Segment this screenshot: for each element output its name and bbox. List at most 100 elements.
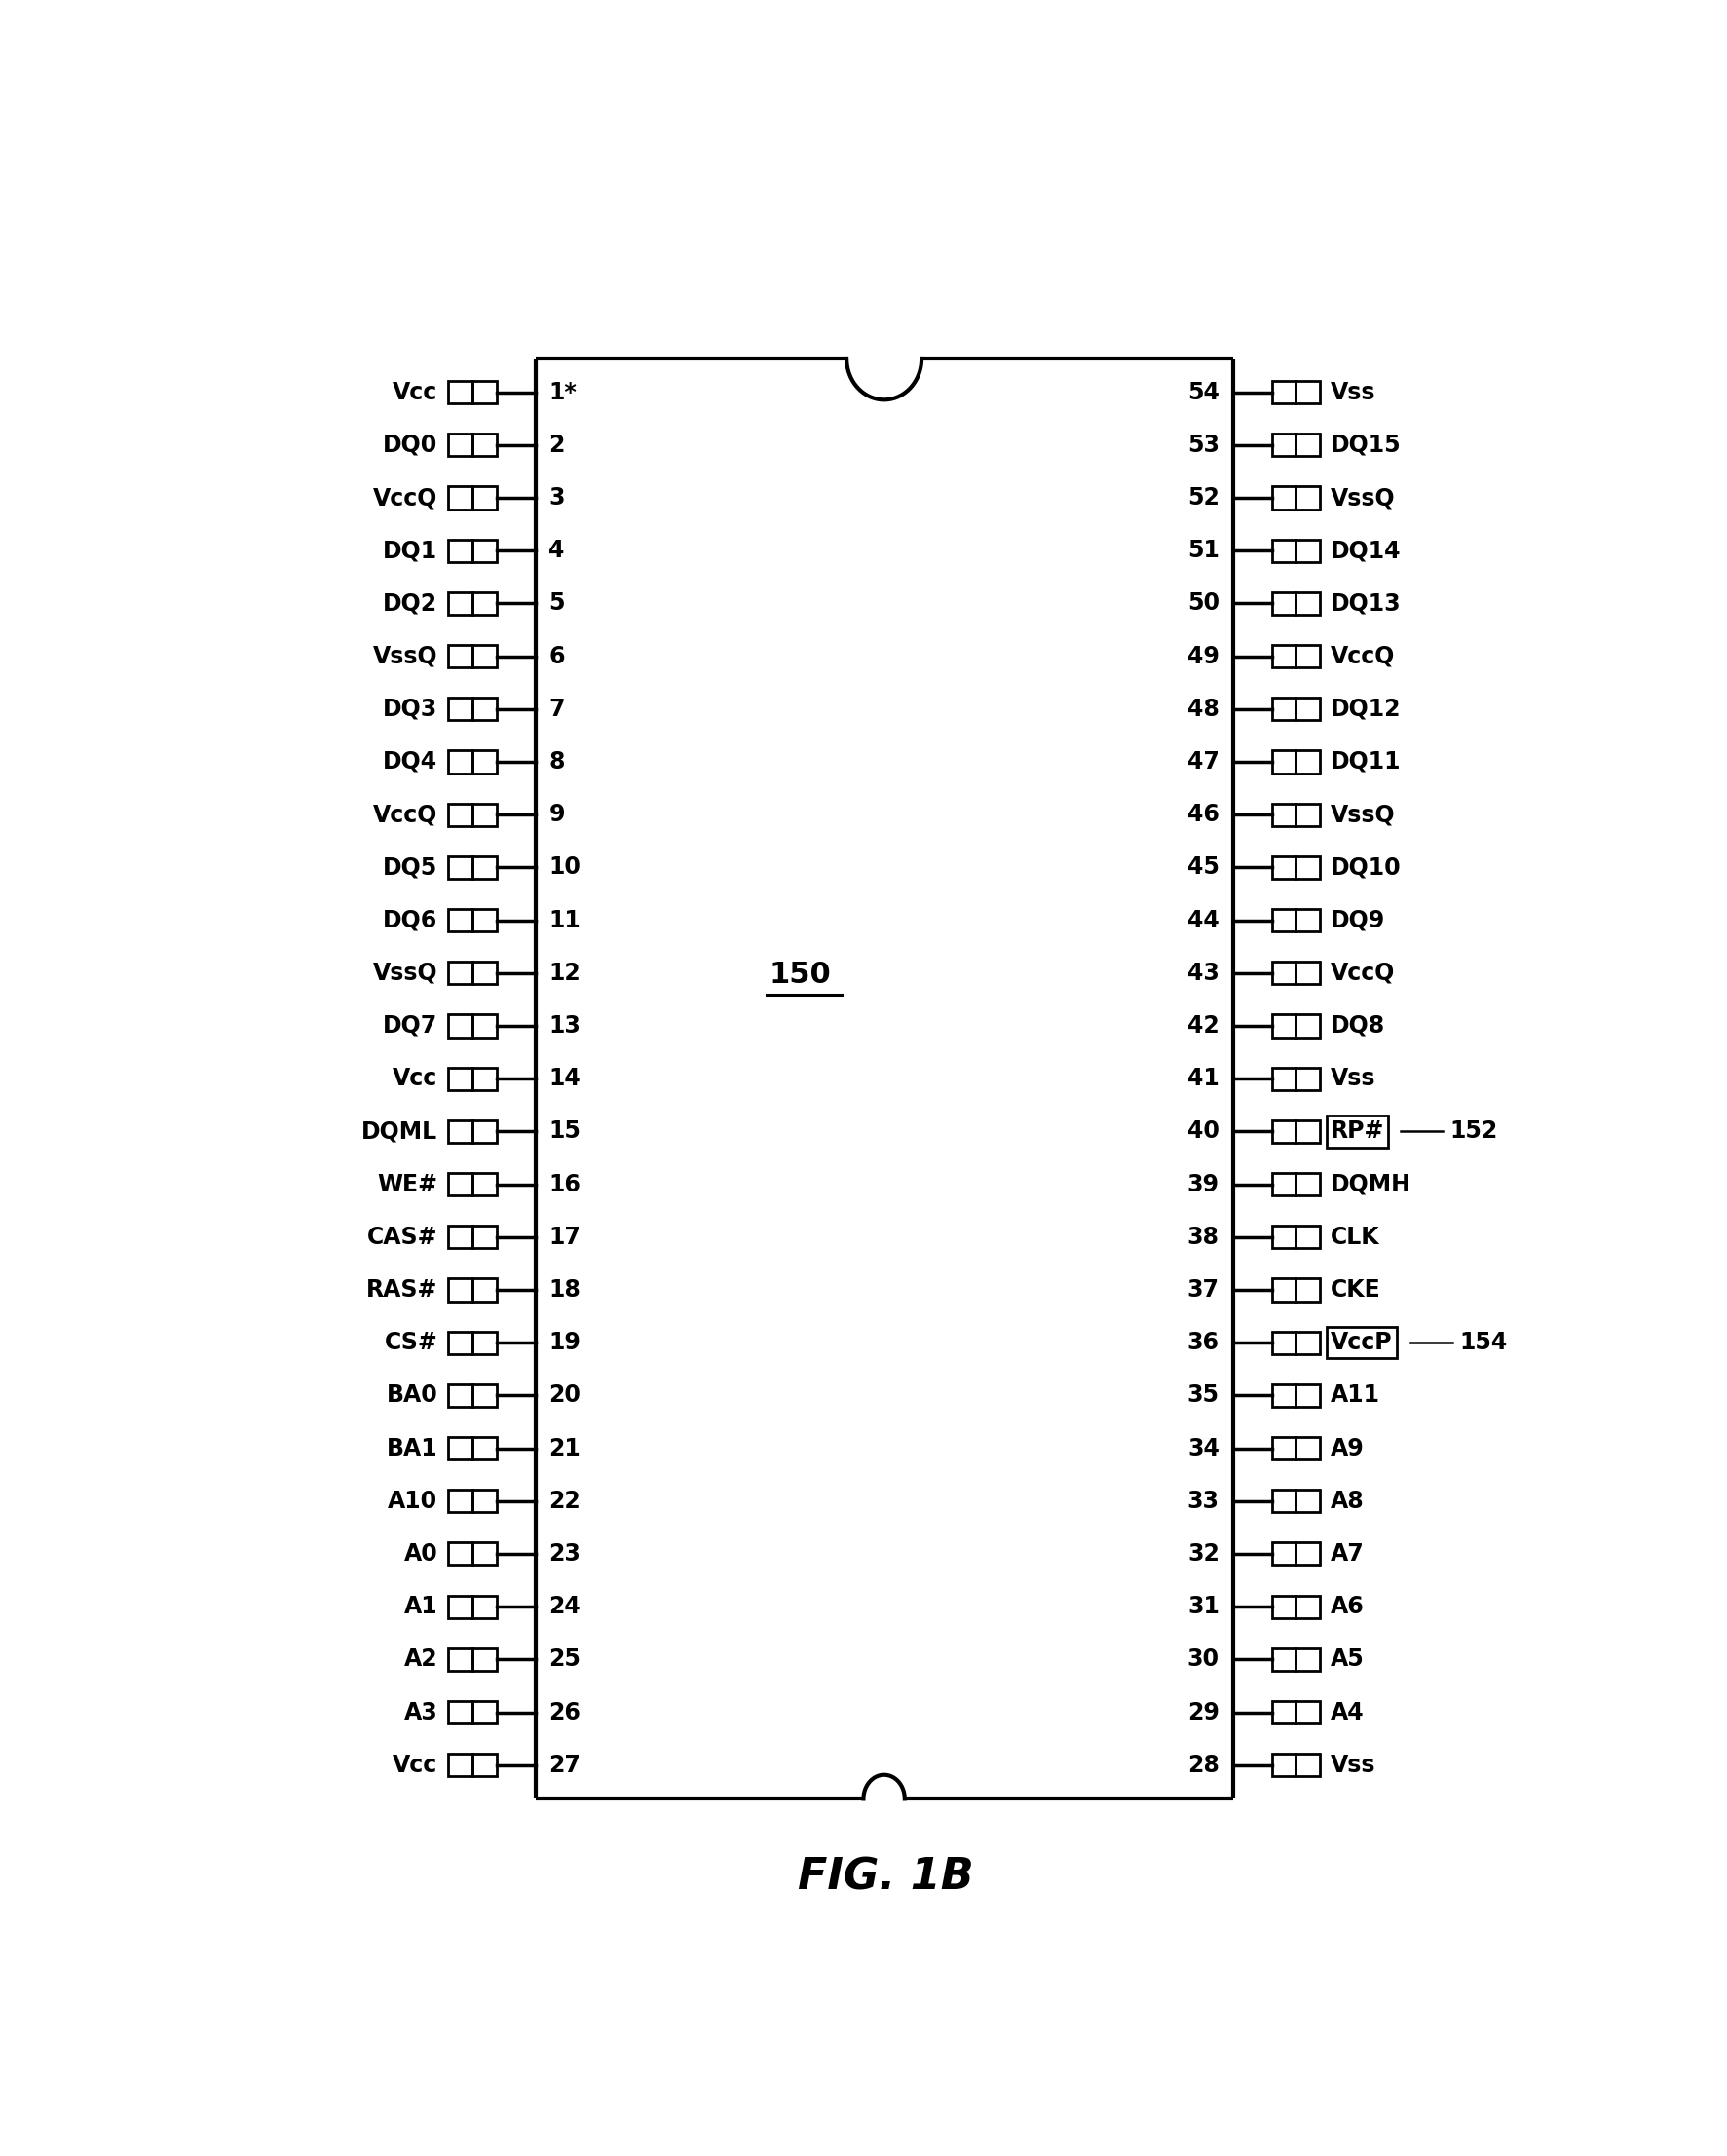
Text: DQ10: DQ10 [1330,856,1401,880]
Bar [1295,539,1319,563]
Text: DQ9: DQ9 [1330,908,1385,931]
Text: DQ0: DQ0 [383,433,437,457]
Bar [471,962,496,985]
Bar [1271,539,1295,563]
Bar [1271,1647,1295,1671]
Bar [1271,910,1295,931]
Text: 36: 36 [1186,1330,1219,1354]
Text: 37: 37 [1186,1279,1219,1302]
Text: VssQ: VssQ [373,962,437,985]
Text: 22: 22 [549,1490,580,1514]
Bar [1271,962,1295,985]
Text: 50: 50 [1186,591,1219,614]
Bar [447,1542,471,1565]
Text: 18: 18 [549,1279,580,1302]
Bar [471,382,496,403]
Bar [447,1647,471,1671]
Bar [1271,1595,1295,1617]
Bar [447,1067,471,1091]
Bar [1295,487,1319,509]
Text: 33: 33 [1186,1490,1219,1514]
Bar [471,1227,496,1248]
Text: A5: A5 [1330,1647,1363,1671]
Bar [471,804,496,826]
Text: DQ15: DQ15 [1330,433,1401,457]
Text: 39: 39 [1186,1173,1219,1197]
Bar [471,856,496,880]
Bar [447,1121,471,1143]
Text: 29: 29 [1186,1701,1219,1725]
Bar [1271,1015,1295,1037]
Bar [447,1701,471,1723]
Text: Vss: Vss [1330,382,1375,403]
Text: CS#: CS# [385,1330,437,1354]
Bar [447,804,471,826]
Text: A2: A2 [404,1647,437,1671]
Text: 11: 11 [549,908,580,931]
Text: 26: 26 [549,1701,580,1725]
Text: 2: 2 [549,433,565,457]
Bar [447,1173,471,1197]
Text: CLK: CLK [1330,1225,1378,1248]
Text: A3: A3 [404,1701,437,1725]
Bar [471,1701,496,1723]
Text: BA1: BA1 [387,1436,437,1460]
Bar [447,1753,471,1777]
Bar [471,645,496,668]
Bar [1271,382,1295,403]
Bar [1295,1647,1319,1671]
Text: VssQ: VssQ [1330,485,1394,509]
Text: 28: 28 [1186,1753,1219,1777]
Text: 43: 43 [1186,962,1219,985]
Bar [1271,856,1295,880]
Bar [1295,1121,1319,1143]
Bar [1295,645,1319,668]
Bar [471,433,496,457]
Text: Vcc: Vcc [392,382,437,403]
Text: Vss: Vss [1330,1753,1375,1777]
Bar [447,433,471,457]
Text: DQ13: DQ13 [1330,591,1401,614]
Text: DQMH: DQMH [1330,1173,1411,1197]
Bar [1295,962,1319,985]
Text: DQ3: DQ3 [383,696,437,720]
Text: A0: A0 [404,1542,437,1565]
Text: 35: 35 [1186,1384,1219,1408]
Text: 19: 19 [549,1330,580,1354]
Bar [447,1279,471,1300]
Bar [471,1173,496,1197]
Text: RAS#: RAS# [366,1279,437,1302]
Text: 4: 4 [549,539,565,563]
Text: 152: 152 [1449,1119,1497,1143]
Text: 45: 45 [1186,856,1219,880]
Text: DQ4: DQ4 [383,750,437,774]
Text: VssQ: VssQ [1330,802,1394,826]
Text: WE#: WE# [376,1173,437,1197]
Bar [447,645,471,668]
Bar [1271,1227,1295,1248]
Bar [447,856,471,880]
Bar [1271,1438,1295,1460]
Text: 24: 24 [549,1595,580,1619]
Text: DQ1: DQ1 [383,539,437,563]
Text: 52: 52 [1186,485,1219,509]
Text: 8: 8 [549,750,565,774]
Bar [1271,750,1295,774]
Bar [471,539,496,563]
Bar [471,487,496,509]
Text: 48: 48 [1186,696,1219,720]
Bar [1295,1438,1319,1460]
Text: DQ14: DQ14 [1330,539,1401,563]
Text: Vcc: Vcc [392,1753,437,1777]
Text: 44: 44 [1186,908,1219,931]
Text: A10: A10 [389,1490,437,1514]
Bar [1295,1490,1319,1511]
Text: DQ12: DQ12 [1330,696,1401,720]
Text: 40: 40 [1186,1119,1219,1143]
Bar [1271,433,1295,457]
Bar [1271,1173,1295,1197]
Text: 12: 12 [549,962,580,985]
Bar [447,699,471,720]
Bar [447,1490,471,1511]
Bar [1271,1542,1295,1565]
